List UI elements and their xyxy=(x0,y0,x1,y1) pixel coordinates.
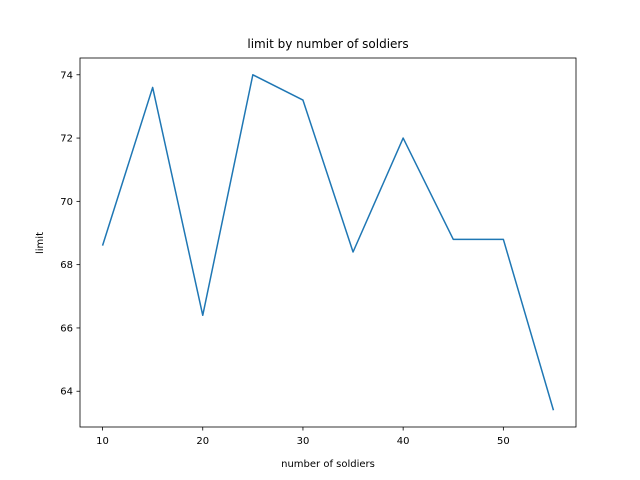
x-tick-label: 20 xyxy=(196,436,209,447)
y-tick-label: 70 xyxy=(60,197,73,208)
y-tick-label: 68 xyxy=(60,260,73,271)
y-tick-label: 72 xyxy=(60,134,73,145)
x-axis: 10 20 30 40 50 xyxy=(96,427,510,447)
y-axis: 64 66 68 70 72 74 xyxy=(60,70,80,398)
plot-frame xyxy=(79,57,577,428)
y-axis-label: limit xyxy=(35,232,46,254)
series-line xyxy=(101,74,555,411)
chart-title: limit by number of soldiers xyxy=(247,37,408,51)
x-tick-label: 30 xyxy=(297,436,310,447)
x-tick-label: 40 xyxy=(397,436,410,447)
y-tick-label: 66 xyxy=(60,323,73,334)
x-axis-label: number of soldiers xyxy=(281,459,375,470)
x-tick-label: 50 xyxy=(497,436,510,447)
y-tick-label: 74 xyxy=(60,70,73,81)
series-layer xyxy=(101,74,555,411)
x-tick-label: 10 xyxy=(96,436,109,447)
y-tick-label: 64 xyxy=(60,387,73,398)
plot-area xyxy=(79,57,577,428)
